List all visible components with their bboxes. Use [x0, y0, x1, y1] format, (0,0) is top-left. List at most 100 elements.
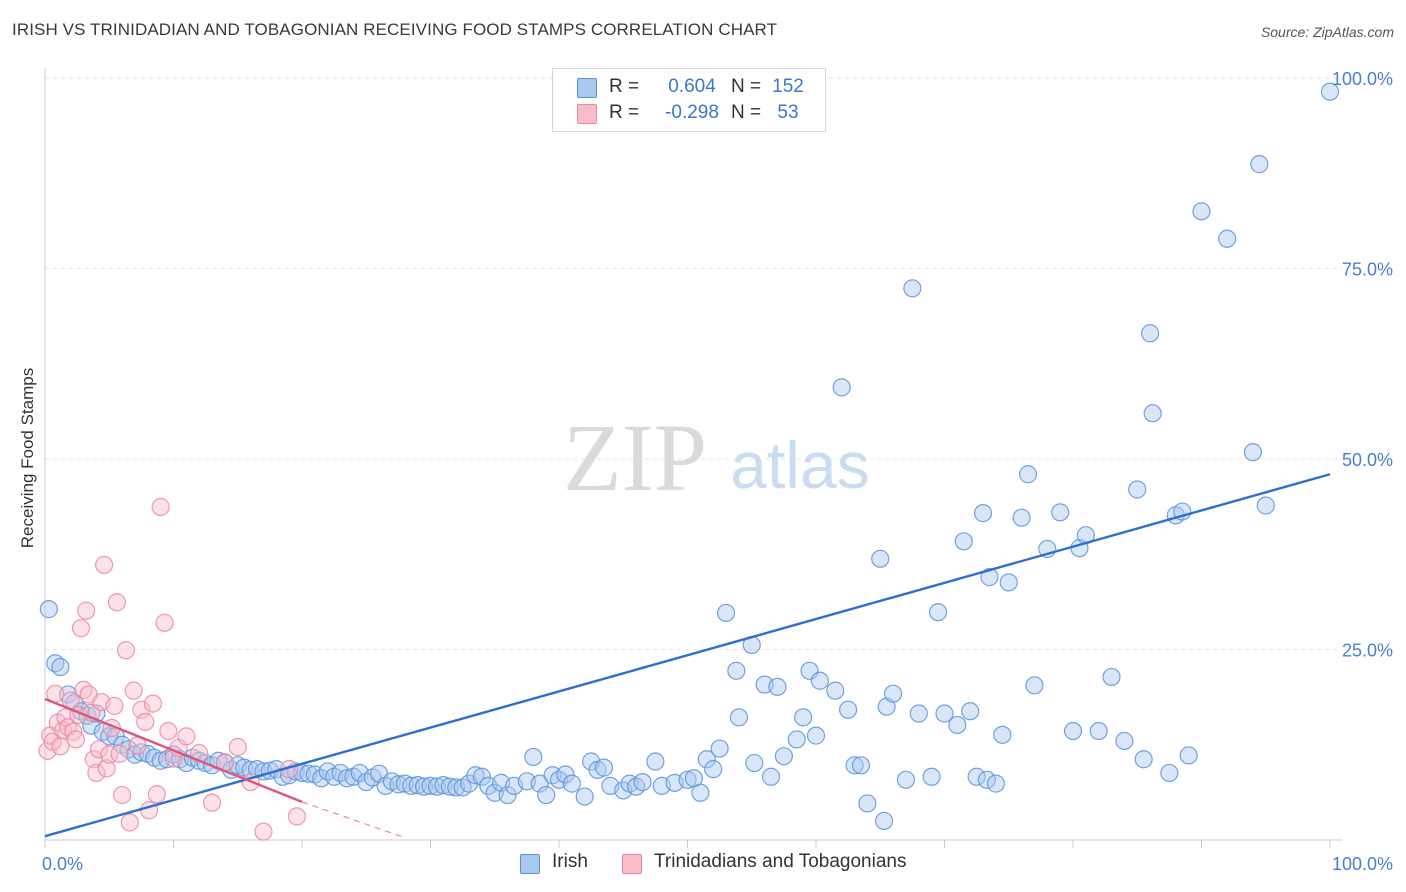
source-label: Source: ZipAtlas.com — [1260, 24, 1394, 40]
irish-point — [556, 765, 575, 784]
trinidadian-point — [66, 730, 85, 749]
irish-point — [691, 783, 710, 802]
irish-point — [1063, 721, 1083, 741]
irish-point — [402, 776, 421, 795]
trend-lines — [44, 473, 1331, 839]
irish-point — [794, 708, 813, 727]
irish-point — [845, 756, 864, 775]
irish-point — [575, 787, 594, 806]
correlation-legend: R = 0.604 N = 152 R = -0.298 N = 53 — [552, 68, 826, 132]
irish-point — [896, 770, 916, 789]
irish-point — [1102, 667, 1121, 687]
irish-point — [1089, 721, 1108, 741]
irish-point — [594, 758, 614, 777]
irish-point — [903, 279, 922, 298]
irish-point — [727, 661, 746, 680]
legend-r-label: R = — [609, 102, 640, 123]
irish-point — [646, 752, 665, 771]
trinidadian-point — [124, 681, 143, 700]
irish-point — [562, 774, 581, 793]
irish-point — [472, 767, 491, 786]
x-tick-label: 0.0% — [42, 854, 83, 874]
legend-n-value: 152 — [772, 76, 804, 97]
tick-labels: 25.0% 50.0% 75.0% 100.0% 0.0% 100.0% — [42, 69, 1393, 874]
irish-point — [1250, 155, 1269, 174]
irish-point — [810, 671, 829, 690]
irish-point — [633, 772, 652, 792]
trinidadian-point — [202, 793, 222, 812]
watermark-atlas: atlas — [730, 428, 869, 502]
irish-point — [39, 600, 58, 619]
trinidadian-point — [177, 727, 196, 746]
irish-point — [922, 767, 941, 786]
irish-point — [761, 767, 781, 786]
irish-point — [935, 704, 954, 723]
series-swatch-trinidadian — [622, 854, 642, 874]
irish-point — [729, 708, 749, 727]
irish-point — [697, 750, 716, 769]
irish-point — [1218, 229, 1237, 248]
irish-point — [961, 702, 980, 721]
irish-point — [466, 766, 485, 785]
irish-point — [1018, 465, 1038, 484]
y-tick-label: 50.0% — [1342, 450, 1393, 470]
irish-point — [1134, 750, 1153, 769]
irish-point — [537, 785, 556, 805]
trinidadian-point — [87, 763, 106, 783]
irish-point — [524, 747, 543, 767]
irish-point — [1128, 480, 1147, 499]
trinidadian-point — [143, 694, 163, 713]
trinidadian-point — [228, 737, 247, 757]
irish-trend-line — [44, 473, 1331, 838]
trinidadian-point — [120, 813, 139, 832]
irish-point — [999, 573, 1018, 592]
irish-point — [1143, 404, 1162, 423]
legend-r-value: 0.604 — [668, 76, 716, 97]
trinidadian-point — [71, 619, 91, 638]
trinidadian-trend-line — [44, 697, 303, 804]
trinidadian-point — [110, 744, 129, 763]
series-swatch-irish — [520, 854, 540, 874]
trinidadian-point — [287, 807, 306, 826]
trinidadian-point — [95, 555, 114, 575]
irish-point — [414, 777, 434, 796]
irish-point — [806, 726, 826, 745]
chart-title: IRISH VS TRINIDADIAN AND TOBAGONIAN RECE… — [12, 20, 778, 39]
series-label-trinidadian: Trinidadians and Tobagonians — [654, 851, 907, 872]
irish-point — [858, 794, 877, 813]
irish-point — [1160, 763, 1179, 783]
trinidadian-point — [155, 613, 174, 632]
irish-point — [440, 777, 459, 796]
trinidadian-point — [97, 759, 116, 778]
irish-point — [51, 657, 70, 677]
irish-point — [427, 777, 447, 796]
irish-point — [948, 715, 967, 735]
trinidadian-point — [100, 745, 119, 764]
trinidadian-point — [116, 641, 136, 660]
irish-point — [1192, 202, 1211, 221]
grid-lines — [45, 77, 1342, 650]
trinidadian-point — [107, 593, 127, 612]
irish-point — [839, 700, 858, 719]
irish-point — [875, 811, 894, 831]
trinidadian-point — [89, 740, 109, 759]
irish-point — [1320, 82, 1340, 101]
irish-point — [1012, 508, 1031, 527]
irish-point — [768, 677, 787, 696]
irish-point — [909, 704, 928, 723]
irish-point — [967, 767, 986, 786]
irish-point — [1051, 503, 1070, 522]
x-tick-label: 100.0% — [1332, 854, 1393, 874]
trinidadian-point — [112, 785, 132, 805]
trinidadian-point — [159, 721, 178, 741]
irish-point — [993, 725, 1012, 744]
trinidadian-point — [136, 712, 155, 731]
legend-r-value: -0.298 — [665, 102, 719, 123]
irish-point — [704, 760, 723, 779]
series-trinidadian-points — [38, 497, 306, 841]
irish-point — [1025, 676, 1044, 695]
irish-point — [1256, 496, 1275, 515]
legend-n-value: 53 — [777, 102, 799, 123]
irish-point — [716, 603, 736, 623]
